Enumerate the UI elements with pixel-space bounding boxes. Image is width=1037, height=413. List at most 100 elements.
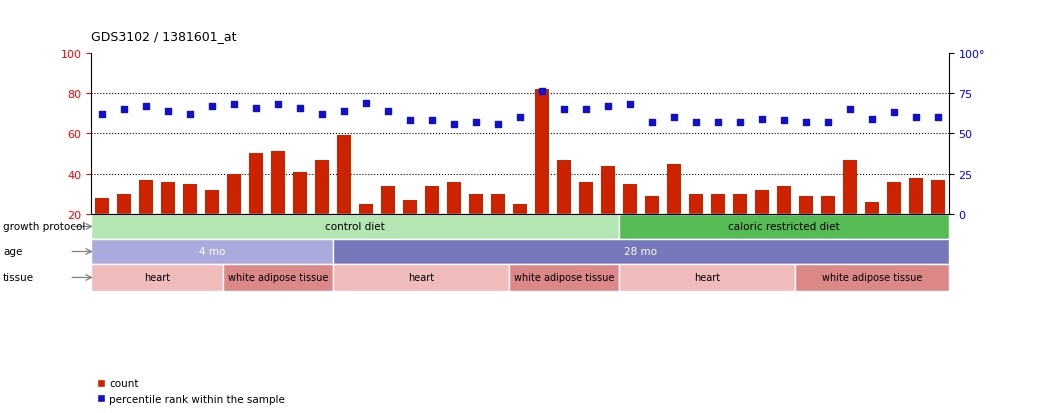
Point (578, 107, 594, 113)
Bar (557, 160, 571, 254)
Bar (205, 190, 220, 254)
Point (138, 103, 155, 110)
Bar (315, 160, 330, 254)
Bar (381, 186, 395, 254)
Point (204, 103, 221, 110)
Bar (865, 202, 879, 254)
Text: white adipose tissue: white adipose tissue (821, 273, 922, 283)
Text: age: age (3, 247, 23, 257)
Bar (645, 196, 660, 254)
Text: white adipose tissue: white adipose tissue (514, 273, 614, 283)
Text: heart: heart (694, 273, 720, 283)
Point (94, 112, 111, 118)
Text: growth protocol: growth protocol (3, 222, 85, 232)
Bar (908, 178, 923, 254)
Bar (223, 264, 333, 291)
Point (864, 116, 880, 123)
Bar (579, 182, 593, 254)
Point (446, 121, 463, 128)
Point (468, 119, 484, 126)
Bar (271, 152, 285, 254)
Bar (91, 264, 223, 291)
Bar (820, 196, 835, 254)
Bar (469, 194, 483, 254)
Text: heart: heart (408, 273, 435, 283)
Text: caloric restricted diet: caloric restricted diet (728, 222, 840, 232)
Point (732, 119, 749, 126)
Point (907, 115, 924, 121)
Bar (931, 180, 945, 254)
Point (842, 107, 859, 113)
Text: control diet: control diet (326, 222, 385, 232)
Bar (535, 90, 550, 254)
Point (797, 119, 814, 126)
Bar (733, 194, 747, 254)
Text: heart: heart (144, 273, 170, 283)
Bar (139, 180, 153, 254)
Point (556, 107, 572, 113)
Bar (887, 182, 901, 254)
Bar (293, 172, 307, 254)
Bar (91, 214, 619, 240)
Bar (425, 186, 440, 254)
Point (358, 100, 374, 107)
Point (599, 103, 616, 110)
Point (336, 108, 353, 115)
Text: 28 mo: 28 mo (624, 247, 657, 257)
Bar (161, 182, 175, 254)
Bar (619, 264, 795, 291)
Bar (491, 194, 505, 254)
Legend: count, percentile rank within the sample: count, percentile rank within the sample (96, 379, 285, 404)
Bar (184, 184, 197, 254)
Bar (795, 264, 949, 291)
Point (644, 119, 661, 126)
Point (248, 105, 264, 112)
Text: tissue: tissue (3, 273, 34, 283)
Point (666, 115, 682, 121)
Bar (117, 194, 132, 254)
Bar (710, 194, 725, 254)
Bar (623, 184, 637, 254)
Text: GDS3102 / 1381601_at: GDS3102 / 1381601_at (91, 31, 236, 43)
Bar (619, 214, 949, 240)
Point (401, 118, 418, 124)
Bar (509, 264, 619, 291)
Point (116, 107, 133, 113)
Bar (249, 154, 263, 254)
Bar (447, 182, 461, 254)
Point (380, 108, 396, 115)
Point (709, 119, 726, 126)
Point (622, 102, 639, 109)
Point (929, 115, 946, 121)
Bar (403, 200, 417, 254)
Bar (843, 160, 857, 254)
Point (534, 89, 551, 95)
Point (270, 102, 286, 109)
Point (688, 119, 704, 126)
Bar (227, 174, 242, 254)
Point (314, 112, 331, 118)
Bar (333, 264, 509, 291)
Bar (755, 190, 769, 254)
Point (754, 116, 770, 123)
Bar (600, 166, 615, 254)
Point (181, 112, 198, 118)
Text: white adipose tissue: white adipose tissue (228, 273, 329, 283)
Point (819, 119, 836, 126)
Bar (689, 194, 703, 254)
Bar (337, 136, 352, 254)
Point (424, 118, 441, 124)
Point (776, 118, 792, 124)
Bar (667, 164, 681, 254)
Text: 4 mo: 4 mo (199, 247, 225, 257)
Point (160, 108, 176, 115)
Point (512, 115, 529, 121)
Bar (95, 198, 109, 254)
Bar (777, 186, 791, 254)
Point (886, 110, 902, 116)
Bar (513, 204, 527, 254)
Bar (359, 204, 373, 254)
Point (226, 102, 243, 109)
Point (489, 121, 506, 128)
Bar (333, 240, 949, 264)
